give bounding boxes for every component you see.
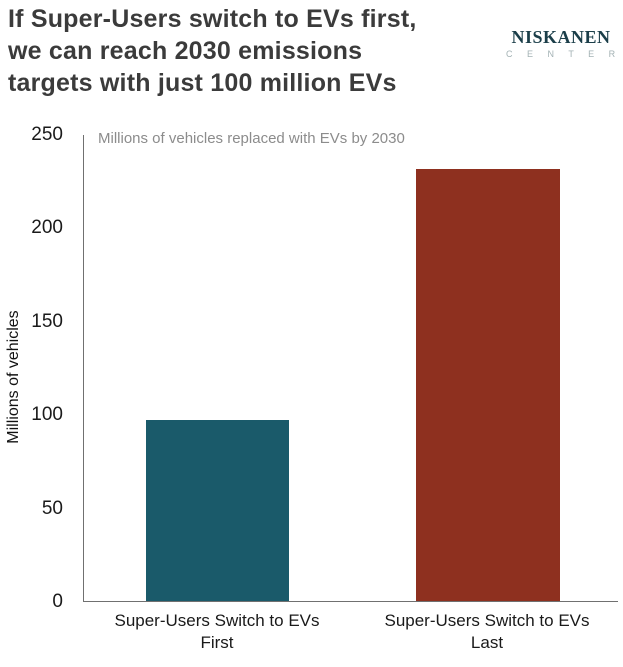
logo-subtitle: C E N T E R: [506, 49, 622, 59]
x-label-last-line-2: Last: [470, 633, 504, 652]
plot-area: Millions of vehicles replaced with EVs b…: [83, 130, 618, 602]
niskanen-center-logo: NISKANEN C E N T E R: [502, 27, 620, 59]
bar-super-users-last: [416, 168, 560, 601]
chart-subtitle: Millions of vehicles replaced with EVs b…: [98, 130, 405, 147]
y-tick-100: 100: [31, 404, 63, 426]
title-line-1: If Super-Users switch to EVs first,: [8, 5, 417, 33]
y-tick-250: 250: [31, 124, 63, 145]
y-axis-title: Millions of vehicles: [5, 310, 22, 444]
title-line-2: we can reach 2030 emissions: [8, 37, 363, 65]
x-label-super-users-first: Super-Users Switch to EVs First: [97, 610, 337, 654]
y-tick-150: 150: [31, 310, 63, 332]
y-axis-ticks: 0 50 100 150 200 250: [0, 124, 63, 612]
y-tick-50: 50: [41, 497, 63, 519]
y-tick-0: 0: [52, 591, 63, 612]
x-label-first-line-2: First: [200, 633, 234, 652]
x-label-super-users-last: Super-Users Switch to EVs Last: [367, 610, 607, 654]
page-title: If Super-Users switch to EVs first, we c…: [8, 3, 417, 99]
y-tick-200: 200: [31, 217, 63, 239]
x-label-first-line-1: Super-Users Switch to EVs: [114, 611, 320, 630]
x-label-last-line-1: Super-Users Switch to EVs: [384, 611, 590, 630]
bar-super-users-first: [146, 420, 289, 601]
logo-wordmark: NISKANEN: [511, 27, 611, 47]
title-line-3: targets with just 100 million EVs: [8, 69, 397, 97]
